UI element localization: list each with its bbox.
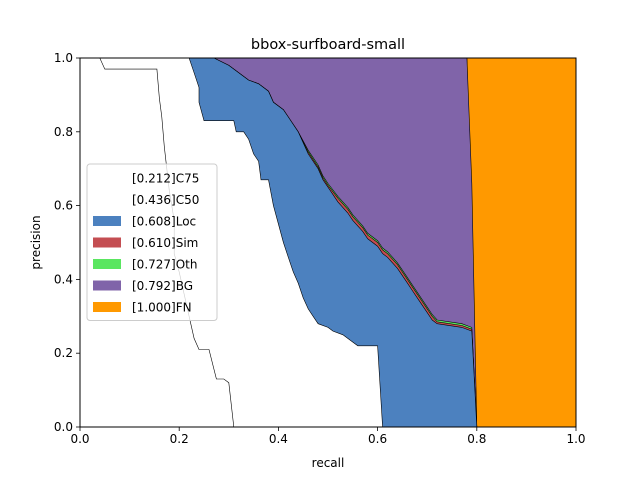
legend-label: [0.212]C75 <box>132 172 199 186</box>
area-layers <box>79 57 577 428</box>
y-tick-label: 0.8 <box>54 125 73 139</box>
y-tick-label: 0.4 <box>54 272 73 286</box>
legend-swatch <box>93 280 121 291</box>
y-tick-label: 0.2 <box>54 346 73 360</box>
x-tick-label: 0.4 <box>269 432 288 446</box>
legend-label: [0.436]C50 <box>132 193 199 207</box>
line-0-436-c50 <box>80 57 383 428</box>
area-c50 <box>80 58 383 427</box>
legend-swatch <box>93 216 121 226</box>
legend-swatch <box>93 302 121 312</box>
legend-label: [1.000]FN <box>132 301 192 315</box>
legend-label: [0.610]Sim <box>132 236 198 250</box>
y-tick-label: 1.0 <box>54 51 73 65</box>
legend-label: [0.608]Loc <box>132 215 196 229</box>
area-1-000-fn <box>466 57 577 428</box>
x-tick-label: 0.0 <box>70 432 89 446</box>
x-tick-label: 0.6 <box>368 432 387 446</box>
legend-label: [0.727]Oth <box>132 258 197 272</box>
legend-swatch <box>93 194 121 205</box>
legend: [0.212]C75 [0.436]C50 [0.608]Loc [0.610]Sim… <box>86 163 218 321</box>
y-tick-label: 0.0 <box>54 420 73 434</box>
chart-title: bbox-surfboard-small <box>251 37 405 53</box>
y-axis-label: precision <box>29 215 43 269</box>
legend-label: [0.792]BG <box>132 279 193 293</box>
legend-swatch <box>93 173 121 183</box>
x-tick-label: 0.8 <box>467 432 486 446</box>
x-axis-label: recall <box>312 456 345 470</box>
y-tick-label: 0.6 <box>54 199 73 213</box>
x-tick-label: 1.0 <box>566 432 585 446</box>
axis-ticks: 0.0 0.2 0.4 0.6 0.8 1.0 0.0 0.2 0.4 0.6 0.8 1.0 <box>54 51 586 446</box>
x-tick-label: 0.2 <box>170 432 189 446</box>
plot-frame <box>79 57 577 428</box>
legend-swatch <box>93 237 121 248</box>
legend-swatch <box>93 259 121 269</box>
